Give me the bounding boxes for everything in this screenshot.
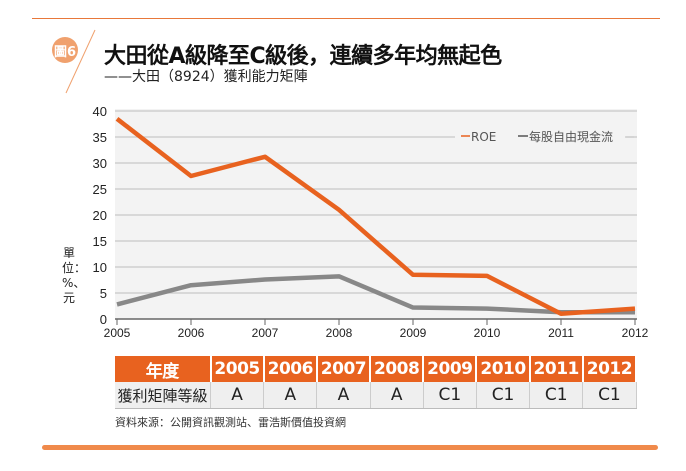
y-tick-label: 0 — [100, 312, 107, 327]
table-grade-cell: A — [370, 382, 424, 409]
y-tick-label: 40 — [93, 104, 107, 119]
bottom-bar — [42, 445, 658, 450]
x-tick-label: 2006 — [178, 326, 205, 340]
table-year-header: 2007 — [316, 356, 372, 382]
y-tick-label: 30 — [93, 156, 107, 171]
table-grade-cell: A — [316, 382, 371, 409]
series-line-roe — [115, 117, 636, 317]
x-tick-label: 2009 — [400, 326, 427, 340]
x-tick-label: 2005 — [104, 326, 131, 340]
figure-badge: 圖6 — [52, 37, 78, 63]
table-year-header: 2010 — [476, 356, 531, 382]
title-slash — [65, 29, 96, 94]
table-row-label: 獲利矩陣等級 — [115, 382, 211, 409]
y-axis-unit-label: 單位：%、元 — [62, 246, 87, 305]
table-grade-cell: C1 — [582, 382, 637, 409]
chart-subtitle: ——大田（8924）獲利能力矩陣 — [104, 69, 308, 85]
x-tick-label: 2012 — [622, 326, 649, 340]
table-year-header: 2008 — [370, 356, 425, 382]
x-tick-label: 2011 — [548, 326, 574, 340]
y-tick-label: 5 — [100, 286, 107, 301]
legend-label-roe: ROE — [471, 130, 496, 144]
legend-label-fcf: 每股自由現金流 — [529, 129, 613, 144]
legend-background — [455, 128, 625, 142]
table-row: 獲利矩陣等級 A A A A C1 C1 C1 C1 — [115, 382, 637, 409]
table-grade-cell: A — [210, 382, 265, 409]
y-tick-label: 15 — [93, 234, 107, 249]
table-grade-cell: C1 — [423, 382, 477, 409]
table-year-header: 2012 — [582, 356, 638, 382]
y-tick-label: 10 — [93, 260, 107, 275]
chart-title: 大田從A級降至C級後，連續多年均無起色 — [104, 44, 502, 69]
table-header-row: 年度 2005 2006 2007 2008 2009 2010 2011 2012 — [115, 356, 638, 382]
line-chart: 0 5 10 15 20 25 30 35 40 2005 2006 2007 2008 2009 2010… — [93, 104, 649, 340]
table-year-header: 2009 — [423, 356, 478, 382]
grade-table: 年度 2005 2006 2007 2008 2009 2010 2011 2012 獲利矩陣… — [115, 356, 638, 409]
series-line-fcf — [116, 274, 635, 315]
source-note: 資料來源：公開資訊觀測站、雷浩斯價值投資網 — [115, 416, 346, 429]
table-year-header: 2005 — [210, 356, 265, 382]
top-divider — [32, 18, 660, 19]
y-tick-label: 25 — [93, 182, 107, 197]
table-grade-cell: C1 — [529, 382, 584, 409]
y-tick-label: 35 — [93, 130, 107, 145]
table-year-header: 2011 — [529, 356, 584, 382]
x-tick-label: 2010 — [474, 326, 501, 340]
x-tick-label: 2007 — [252, 326, 279, 340]
y-tick-label: 20 — [93, 208, 107, 223]
x-tick-label: 2008 — [326, 326, 353, 340]
table-header-label: 年度 — [115, 356, 212, 382]
table-grade-cell: C1 — [476, 382, 531, 409]
table-year-header: 2006 — [263, 356, 318, 382]
table-grade-cell: A — [263, 382, 318, 409]
